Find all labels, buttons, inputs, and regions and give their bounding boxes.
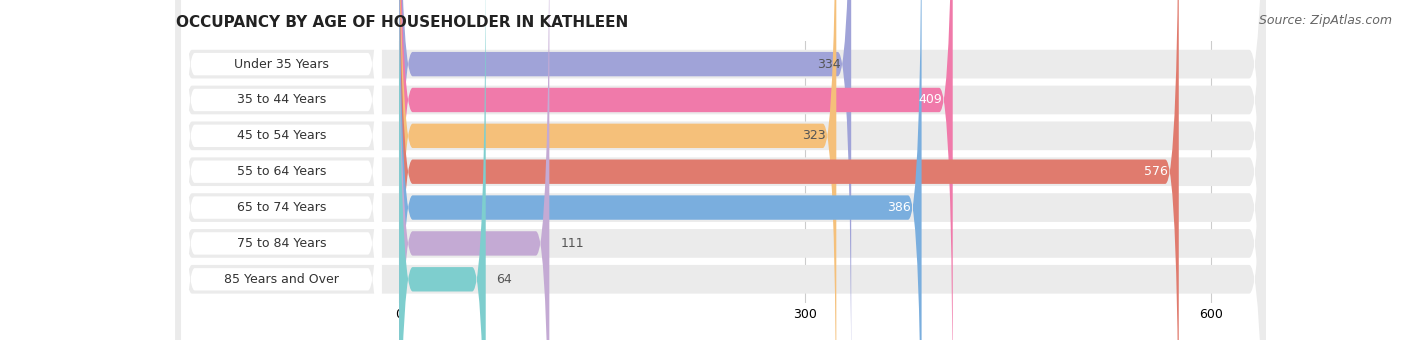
Text: 409: 409 <box>918 94 942 106</box>
FancyBboxPatch shape <box>399 0 1178 340</box>
FancyBboxPatch shape <box>176 0 1265 340</box>
FancyBboxPatch shape <box>181 0 381 340</box>
Text: Source: ZipAtlas.com: Source: ZipAtlas.com <box>1258 14 1392 27</box>
FancyBboxPatch shape <box>176 0 1265 340</box>
FancyBboxPatch shape <box>176 0 1265 340</box>
Text: 65 to 74 Years: 65 to 74 Years <box>236 201 326 214</box>
Text: 323: 323 <box>801 129 825 142</box>
Text: 386: 386 <box>887 201 911 214</box>
FancyBboxPatch shape <box>399 0 851 340</box>
FancyBboxPatch shape <box>399 0 921 340</box>
Text: 85 Years and Over: 85 Years and Over <box>224 273 339 286</box>
Text: Under 35 Years: Under 35 Years <box>233 57 329 71</box>
FancyBboxPatch shape <box>181 0 381 340</box>
FancyBboxPatch shape <box>176 0 1265 340</box>
Text: 45 to 54 Years: 45 to 54 Years <box>236 129 326 142</box>
Text: 576: 576 <box>1144 165 1168 178</box>
Text: 111: 111 <box>560 237 583 250</box>
Text: 64: 64 <box>496 273 512 286</box>
Text: 55 to 64 Years: 55 to 64 Years <box>236 165 326 178</box>
FancyBboxPatch shape <box>176 0 1265 340</box>
FancyBboxPatch shape <box>399 0 953 340</box>
Text: OCCUPANCY BY AGE OF HOUSEHOLDER IN KATHLEEN: OCCUPANCY BY AGE OF HOUSEHOLDER IN KATHL… <box>176 15 628 30</box>
FancyBboxPatch shape <box>181 0 381 340</box>
FancyBboxPatch shape <box>181 0 381 340</box>
FancyBboxPatch shape <box>176 0 1265 340</box>
FancyBboxPatch shape <box>176 0 1265 340</box>
FancyBboxPatch shape <box>181 0 381 340</box>
Text: 35 to 44 Years: 35 to 44 Years <box>236 94 326 106</box>
FancyBboxPatch shape <box>181 0 381 340</box>
Text: 334: 334 <box>817 57 841 71</box>
FancyBboxPatch shape <box>399 0 550 340</box>
FancyBboxPatch shape <box>399 0 837 340</box>
FancyBboxPatch shape <box>399 0 485 340</box>
Text: 75 to 84 Years: 75 to 84 Years <box>236 237 326 250</box>
FancyBboxPatch shape <box>181 0 381 340</box>
